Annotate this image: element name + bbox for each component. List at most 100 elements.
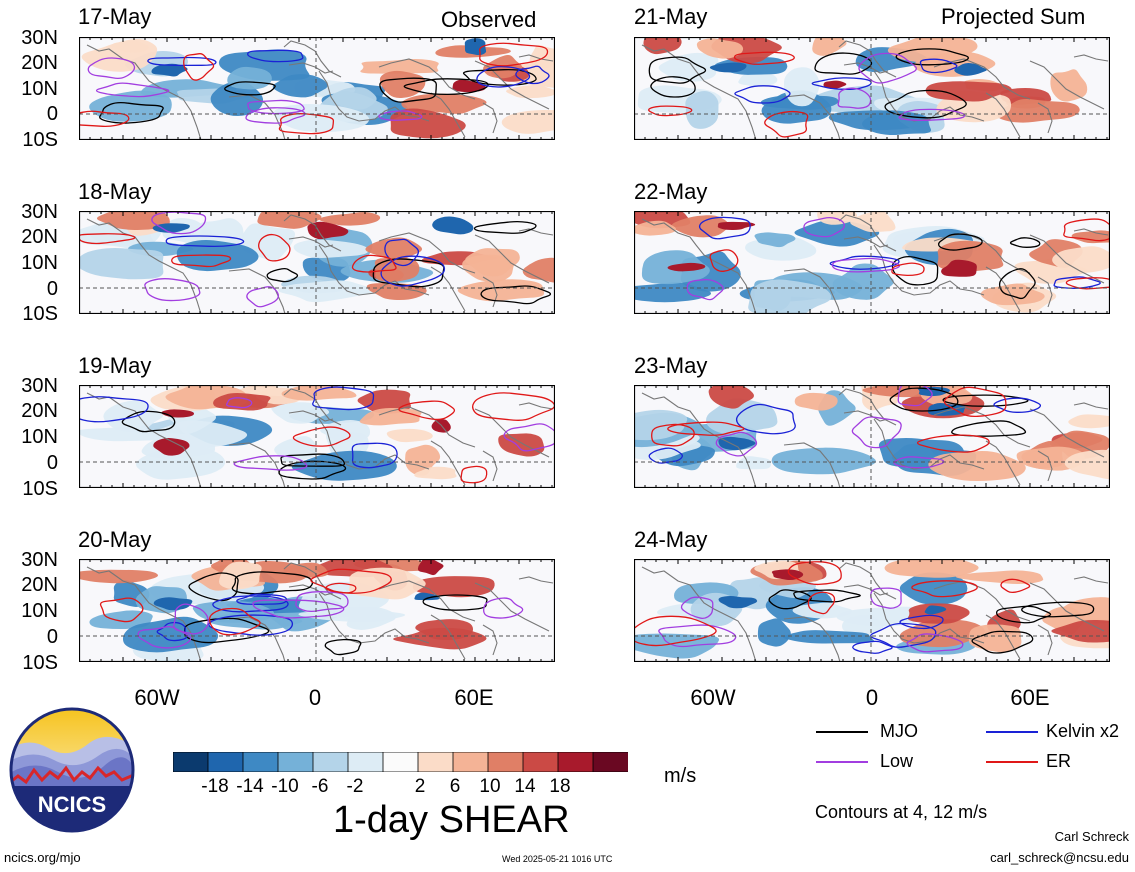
lat-tick-label: 10N bbox=[21, 78, 58, 100]
shear-core bbox=[823, 80, 847, 89]
panel-date-label: 24-May bbox=[634, 527, 708, 552]
lat-tick-label: 20N bbox=[21, 52, 58, 74]
shear-blob bbox=[1050, 69, 1088, 102]
shear-blob bbox=[257, 211, 322, 229]
contour-line bbox=[971, 630, 1034, 654]
contour-line bbox=[245, 107, 306, 124]
footer-timestamp: Wed 2025-05-21 1016 UTC bbox=[502, 854, 613, 864]
contour-line bbox=[380, 255, 446, 287]
lon-tick-label: 0 bbox=[865, 685, 879, 710]
shear-blob bbox=[736, 456, 771, 470]
contour-line bbox=[893, 456, 945, 469]
coastline bbox=[288, 62, 334, 74]
shear-blob bbox=[754, 232, 796, 248]
contour-line bbox=[895, 48, 969, 66]
shear-blob bbox=[457, 279, 545, 302]
contour-line bbox=[811, 77, 872, 90]
shear-core bbox=[718, 596, 758, 609]
colorbar-tick-label: 2 bbox=[414, 776, 426, 797]
contour-line bbox=[258, 233, 291, 262]
contour-line bbox=[891, 255, 939, 286]
coastline bbox=[518, 54, 554, 62]
coastline bbox=[228, 442, 286, 488]
footer-url: ncics.org/mjo bbox=[4, 850, 81, 865]
contours-note: Contours at 4, 12 m/s bbox=[815, 802, 988, 822]
shear-map-panel bbox=[79, 37, 555, 140]
projected-column-title: Projected Sum bbox=[941, 4, 1086, 29]
contour-line bbox=[121, 410, 176, 433]
contour-line bbox=[891, 262, 925, 277]
shear-blob bbox=[414, 466, 457, 480]
contour-line bbox=[479, 42, 549, 67]
contour-line bbox=[280, 453, 346, 467]
contour-line bbox=[837, 87, 872, 109]
coastline bbox=[1073, 228, 1109, 236]
shear-map-panel bbox=[79, 559, 555, 662]
contour-line bbox=[212, 595, 289, 613]
shear-blob bbox=[757, 618, 791, 647]
coastline bbox=[933, 580, 1031, 622]
shear-core bbox=[941, 259, 977, 277]
panel-frame bbox=[79, 559, 555, 662]
contour-line bbox=[942, 394, 1029, 407]
contour-line bbox=[233, 455, 308, 471]
contour-line bbox=[667, 421, 745, 436]
contour-line bbox=[183, 53, 215, 81]
coastline bbox=[1073, 54, 1109, 62]
contour-line bbox=[224, 81, 276, 96]
contour-line bbox=[993, 397, 1042, 413]
shear-blob bbox=[393, 627, 487, 650]
shear-map-panel bbox=[634, 385, 1110, 488]
contour-line bbox=[814, 52, 873, 75]
footer-author: Carl Schreck bbox=[1054, 829, 1129, 844]
shear-blob bbox=[199, 218, 244, 248]
contour-line bbox=[852, 640, 893, 654]
lon-tick-label: 60E bbox=[1010, 685, 1050, 710]
coastline bbox=[1029, 582, 1105, 632]
coastline bbox=[482, 450, 498, 482]
coastline bbox=[318, 244, 430, 296]
shear-blob bbox=[832, 263, 894, 300]
shear-blob bbox=[884, 559, 979, 578]
contour-line bbox=[137, 626, 192, 649]
panel-date-label: 21-May bbox=[634, 4, 708, 29]
coastline bbox=[283, 562, 342, 600]
coastline bbox=[378, 232, 476, 274]
lat-tick-label: 10S bbox=[22, 652, 58, 674]
shear-blob bbox=[817, 211, 858, 225]
contour-line bbox=[764, 110, 809, 138]
shear-blob bbox=[658, 52, 719, 82]
contour-line bbox=[686, 279, 724, 301]
shear-blob bbox=[792, 602, 853, 619]
contour-line bbox=[378, 110, 423, 121]
panel-frame bbox=[79, 385, 555, 488]
legend-label-er: ER bbox=[1046, 751, 1072, 771]
coastline bbox=[318, 70, 430, 122]
logo-text: NCICS bbox=[38, 792, 106, 817]
contour-line bbox=[295, 591, 349, 613]
shear-blob bbox=[522, 257, 555, 283]
shear-blob bbox=[281, 385, 357, 401]
colorbar-swatch bbox=[312, 752, 349, 772]
lon-tick-label: 60W bbox=[690, 685, 736, 710]
lat-tick-label: 10S bbox=[22, 129, 58, 151]
contour-line bbox=[151, 211, 207, 235]
colorbar-swatch bbox=[452, 752, 489, 772]
coastline bbox=[783, 94, 841, 140]
shear-blob bbox=[79, 247, 164, 280]
coastline bbox=[482, 624, 498, 656]
shear-core bbox=[667, 262, 706, 272]
shear-core bbox=[153, 597, 193, 611]
shear-blob bbox=[794, 392, 838, 411]
colorbar-tick-label: -2 bbox=[346, 776, 364, 797]
coastline bbox=[1029, 60, 1105, 110]
shear-map-panel bbox=[634, 559, 1110, 662]
shear-core bbox=[152, 223, 190, 233]
contour-line bbox=[403, 78, 489, 96]
coastline bbox=[1037, 450, 1053, 482]
contour-line bbox=[188, 572, 239, 602]
lat-tick-label: 0 bbox=[46, 278, 58, 300]
coastline bbox=[430, 614, 466, 660]
colorbar-swatch bbox=[382, 752, 419, 772]
coastline bbox=[430, 440, 466, 486]
